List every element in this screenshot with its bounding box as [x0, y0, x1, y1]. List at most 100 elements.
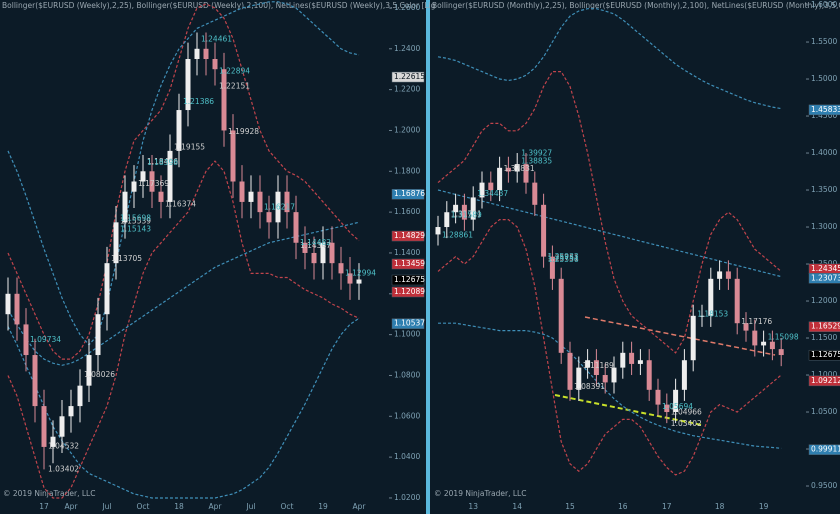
- candle-body: [673, 389, 679, 413]
- candle-body: [523, 164, 529, 183]
- candle-body: [453, 204, 459, 213]
- y-tick-label: 1.3500: [811, 185, 837, 194]
- swing-label: 1.18153: [697, 310, 728, 319]
- candle-body: [266, 212, 272, 223]
- y-tick-label: 0.9500: [811, 481, 837, 490]
- price-box-label: 1.09212: [811, 376, 840, 385]
- candle-body: [532, 182, 538, 205]
- candle-body: [338, 263, 344, 274]
- y-tick-label: 1.1600: [394, 207, 420, 216]
- candle-body: [620, 352, 626, 368]
- price-box: [808, 273, 840, 284]
- swing-label: 1.18466: [147, 157, 178, 166]
- candle-body: [699, 315, 705, 317]
- candle-body: [149, 171, 155, 192]
- panel-title: Bollinger($EURUSD (Monthly),2,25), Bolli…: [432, 1, 840, 10]
- candle-body: [59, 416, 65, 437]
- left-panel: [0, 0, 426, 514]
- candle-body: [230, 130, 236, 182]
- price-box-label: 1.24345: [811, 264, 840, 273]
- candle-body: [86, 355, 92, 386]
- swing-label: 1.16374: [165, 199, 196, 208]
- swing-label: 1.18398: [147, 158, 178, 167]
- candle-body: [435, 227, 441, 235]
- price-box: [391, 318, 425, 329]
- x-tick-label: Jul: [101, 502, 111, 511]
- candle-body: [541, 204, 547, 257]
- candle-body: [194, 48, 200, 60]
- price-box: [391, 286, 425, 298]
- x-tick-label: 16: [618, 502, 628, 511]
- price-box: [391, 71, 425, 83]
- candle-body: [593, 360, 599, 376]
- x-tick-label: Oct: [137, 502, 150, 511]
- bollinger-band: [437, 189, 782, 278]
- candle-body: [778, 349, 784, 356]
- swing-label: 1.03402: [48, 464, 79, 473]
- candle-body: [302, 242, 308, 253]
- bollinger-band: [437, 219, 782, 476]
- swing-label: 1.25933: [548, 252, 579, 261]
- x-tick-label: Oct: [281, 502, 294, 511]
- candle-body: [50, 436, 56, 447]
- candle-body: [585, 360, 591, 368]
- candle-body: [311, 252, 317, 264]
- candle-body: [131, 181, 137, 192]
- swing-label: 1.25556: [548, 255, 579, 264]
- swing-label: 1.37831: [504, 164, 535, 173]
- price-box: [391, 258, 425, 270]
- y-tick-label: 1.2200: [394, 85, 420, 94]
- swing-label: 1.14347: [300, 241, 331, 250]
- y-tick-label: 1.1800: [394, 166, 420, 175]
- swing-label: 1.39927: [521, 149, 552, 158]
- y-tick-label: 1.1500: [811, 333, 837, 342]
- swing-label: 1.03402: [671, 419, 702, 428]
- candle-body: [185, 59, 191, 111]
- candle-body: [275, 191, 281, 223]
- price-box-label: 1.16876: [394, 189, 425, 198]
- y-tick-label: 1.2400: [394, 44, 420, 53]
- y-tick-label: 1.0800: [394, 370, 420, 379]
- candle-body: [356, 279, 362, 284]
- x-tick-label: 13: [468, 502, 478, 511]
- candle-body: [239, 181, 245, 202]
- swing-label: 1.38835: [521, 157, 552, 166]
- candle-body: [558, 278, 564, 353]
- x-tick-label: 18: [174, 502, 184, 511]
- bollinger-band: [7, 1, 360, 346]
- x-tick-label: 14: [512, 502, 522, 511]
- candle-body: [769, 341, 775, 350]
- candle-body: [505, 167, 511, 172]
- candle-body: [664, 404, 670, 413]
- x-tick-label: 19: [318, 502, 328, 511]
- candle-body: [690, 315, 696, 361]
- bollinger-band: [438, 322, 782, 449]
- price-box: [391, 230, 425, 242]
- x-tick-label: Apr: [65, 502, 79, 511]
- candle-body: [734, 278, 740, 324]
- swing-label: 1.31589: [451, 210, 482, 219]
- swing-label: 1.05694: [662, 402, 693, 411]
- candle-body: [549, 256, 555, 279]
- swing-label: 1.15098: [768, 332, 799, 341]
- candle-body: [637, 360, 643, 364]
- candle-body: [717, 271, 723, 279]
- panel-title: Bollinger($EURUSD (Weekly),2,25), Bollin…: [2, 1, 436, 10]
- y-tick-label: 1.4500: [811, 111, 837, 120]
- candle-body: [655, 389, 661, 405]
- x-tick-label: 17: [662, 502, 672, 511]
- swing-label: 1.34437: [477, 189, 508, 198]
- candle-body: [646, 360, 652, 390]
- swing-label: 1.25751: [548, 253, 579, 262]
- swing-label: 1.22151: [219, 82, 250, 91]
- bollinger-band: [437, 8, 782, 110]
- price-box: [391, 274, 425, 286]
- bollinger-band: [7, 317, 360, 499]
- candle-body: [488, 182, 494, 191]
- candle-body: [347, 273, 353, 284]
- x-tick-label: 19: [759, 502, 769, 511]
- price-box-label: 1.16529: [811, 322, 840, 331]
- candle-body: [576, 367, 582, 390]
- swing-label: 1.31721: [451, 209, 482, 218]
